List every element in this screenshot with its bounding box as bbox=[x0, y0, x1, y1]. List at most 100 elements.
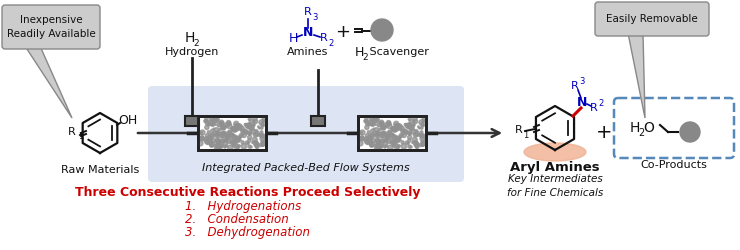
Circle shape bbox=[237, 141, 239, 143]
Circle shape bbox=[198, 140, 203, 146]
Circle shape bbox=[252, 124, 255, 126]
Circle shape bbox=[260, 131, 263, 133]
Circle shape bbox=[420, 133, 425, 138]
Circle shape bbox=[218, 125, 220, 127]
Circle shape bbox=[213, 118, 218, 122]
Circle shape bbox=[387, 124, 392, 128]
Circle shape bbox=[232, 126, 236, 130]
Circle shape bbox=[211, 123, 214, 126]
Circle shape bbox=[387, 134, 390, 138]
Text: Raw Materials: Raw Materials bbox=[61, 165, 139, 175]
Circle shape bbox=[401, 129, 405, 133]
Circle shape bbox=[255, 142, 258, 145]
Circle shape bbox=[207, 140, 212, 143]
Circle shape bbox=[204, 137, 208, 142]
Circle shape bbox=[221, 136, 226, 140]
Circle shape bbox=[383, 142, 388, 146]
Circle shape bbox=[214, 120, 219, 125]
Circle shape bbox=[386, 132, 391, 137]
Circle shape bbox=[382, 125, 386, 129]
Circle shape bbox=[393, 142, 396, 145]
Circle shape bbox=[388, 130, 391, 134]
Circle shape bbox=[229, 141, 233, 144]
Circle shape bbox=[221, 125, 226, 130]
Circle shape bbox=[402, 133, 406, 138]
Circle shape bbox=[421, 122, 424, 124]
Circle shape bbox=[232, 142, 236, 146]
Circle shape bbox=[366, 136, 371, 141]
Circle shape bbox=[377, 144, 381, 148]
Circle shape bbox=[205, 126, 209, 130]
Circle shape bbox=[223, 142, 228, 146]
Circle shape bbox=[405, 141, 408, 144]
Circle shape bbox=[368, 123, 370, 126]
Circle shape bbox=[408, 123, 411, 126]
Circle shape bbox=[390, 135, 395, 140]
Circle shape bbox=[217, 132, 219, 134]
Circle shape bbox=[397, 124, 402, 129]
FancyBboxPatch shape bbox=[2, 5, 100, 49]
Circle shape bbox=[223, 139, 226, 141]
Circle shape bbox=[381, 131, 386, 136]
Circle shape bbox=[252, 123, 255, 126]
Circle shape bbox=[235, 124, 238, 128]
Circle shape bbox=[205, 117, 208, 120]
Circle shape bbox=[255, 146, 258, 148]
Circle shape bbox=[247, 142, 249, 144]
Circle shape bbox=[229, 135, 235, 140]
Circle shape bbox=[374, 133, 378, 136]
Circle shape bbox=[208, 139, 212, 142]
Circle shape bbox=[238, 138, 241, 141]
Circle shape bbox=[245, 141, 249, 144]
Circle shape bbox=[409, 126, 414, 130]
Circle shape bbox=[248, 132, 251, 135]
FancyBboxPatch shape bbox=[148, 86, 464, 182]
Circle shape bbox=[255, 143, 258, 147]
Circle shape bbox=[224, 123, 229, 127]
FancyBboxPatch shape bbox=[185, 116, 199, 126]
Circle shape bbox=[233, 142, 236, 145]
Ellipse shape bbox=[524, 143, 586, 161]
Circle shape bbox=[360, 132, 363, 134]
Circle shape bbox=[261, 142, 266, 146]
Circle shape bbox=[410, 146, 412, 148]
Circle shape bbox=[401, 141, 404, 144]
Circle shape bbox=[246, 124, 251, 128]
Circle shape bbox=[252, 130, 255, 134]
Text: OH: OH bbox=[118, 114, 137, 128]
Circle shape bbox=[408, 126, 412, 130]
Circle shape bbox=[216, 143, 218, 146]
Circle shape bbox=[401, 129, 403, 131]
Circle shape bbox=[211, 119, 214, 121]
Circle shape bbox=[215, 144, 218, 147]
Circle shape bbox=[422, 124, 425, 126]
Circle shape bbox=[245, 130, 248, 134]
Circle shape bbox=[370, 143, 374, 147]
Circle shape bbox=[387, 122, 391, 126]
Circle shape bbox=[258, 126, 260, 128]
Circle shape bbox=[391, 140, 397, 144]
Circle shape bbox=[369, 116, 375, 121]
Circle shape bbox=[367, 131, 370, 134]
Circle shape bbox=[396, 124, 400, 128]
Circle shape bbox=[357, 140, 363, 146]
Circle shape bbox=[413, 140, 418, 145]
Circle shape bbox=[211, 143, 212, 145]
Circle shape bbox=[397, 146, 399, 148]
Circle shape bbox=[218, 143, 220, 145]
Circle shape bbox=[248, 118, 251, 120]
Text: R: R bbox=[304, 7, 312, 17]
Circle shape bbox=[405, 130, 408, 134]
Circle shape bbox=[216, 146, 220, 150]
Circle shape bbox=[259, 144, 262, 146]
Circle shape bbox=[206, 121, 210, 126]
Text: N: N bbox=[303, 26, 313, 38]
Text: O: O bbox=[643, 121, 654, 135]
Circle shape bbox=[386, 135, 390, 139]
Circle shape bbox=[383, 139, 386, 141]
Circle shape bbox=[386, 139, 391, 143]
FancyBboxPatch shape bbox=[595, 2, 709, 36]
Circle shape bbox=[233, 143, 238, 148]
Circle shape bbox=[380, 122, 384, 126]
Circle shape bbox=[248, 145, 251, 148]
